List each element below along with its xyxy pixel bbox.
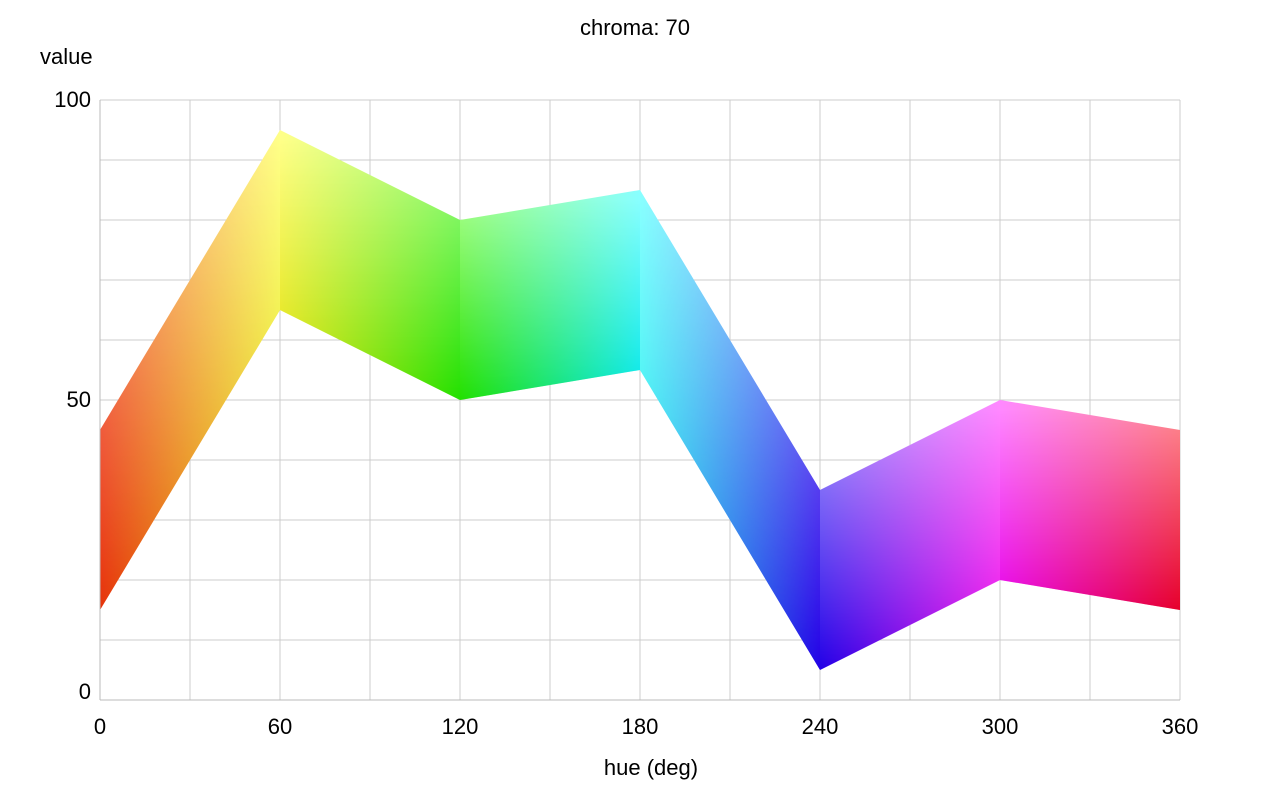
y-tick-label: 50 bbox=[67, 387, 91, 412]
x-tick-label: 0 bbox=[94, 714, 106, 739]
value-band-shade bbox=[100, 130, 280, 610]
x-tick-label: 60 bbox=[268, 714, 292, 739]
chart-title: chroma: 70 bbox=[580, 15, 690, 40]
value-band bbox=[100, 130, 1180, 670]
axes bbox=[99, 100, 1180, 701]
value-band-shade bbox=[460, 190, 640, 400]
x-tick-label: 360 bbox=[1162, 714, 1199, 739]
x-tick-label: 120 bbox=[442, 714, 479, 739]
x-tick-label: 180 bbox=[622, 714, 659, 739]
x-tick-label: 300 bbox=[982, 714, 1019, 739]
value-band-shade bbox=[1000, 400, 1180, 610]
y-axis-label: value bbox=[40, 44, 93, 69]
x-axis-label: hue (deg) bbox=[604, 755, 698, 780]
x-tick-label: 240 bbox=[802, 714, 839, 739]
value-band-shade bbox=[280, 130, 460, 400]
y-tick-label: 0 bbox=[79, 679, 91, 704]
y-tick-label: 100 bbox=[54, 87, 91, 112]
value-band-shade bbox=[640, 190, 820, 670]
value-band-shade bbox=[820, 400, 1000, 670]
tick-labels: 0 60 120 180 240 300 360 0 50 100 bbox=[54, 87, 1198, 739]
